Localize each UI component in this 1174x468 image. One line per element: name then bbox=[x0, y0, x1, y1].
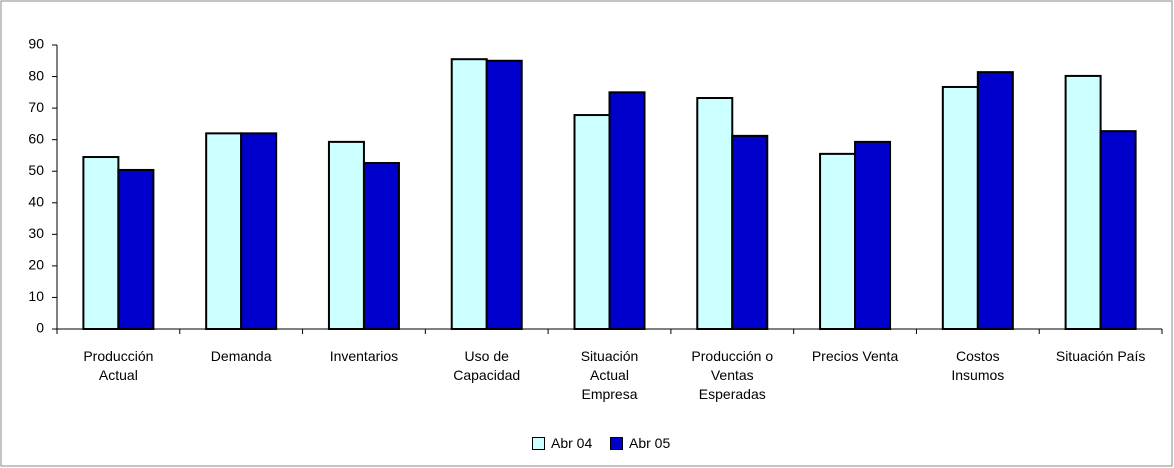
y-tick-label: 20 bbox=[28, 257, 44, 273]
bar bbox=[854, 140, 892, 330]
bar bbox=[450, 58, 488, 330]
y-tick-label: 10 bbox=[28, 288, 44, 304]
bar bbox=[976, 71, 1014, 330]
x-tick-label: Precios Venta bbox=[811, 348, 899, 364]
bar bbox=[819, 152, 857, 330]
legend-label: Abr 05 bbox=[629, 435, 671, 451]
x-tick-label: Inventarios bbox=[329, 348, 399, 364]
x-tick-label: Situación País bbox=[1055, 348, 1146, 364]
y-tick-label: 60 bbox=[28, 130, 44, 146]
x-tick-label: Demanda bbox=[210, 348, 272, 364]
bar bbox=[327, 140, 365, 330]
legend-swatch bbox=[610, 436, 623, 450]
y-tick-label: 50 bbox=[28, 162, 44, 178]
legend-item: Abr 05 bbox=[610, 435, 670, 451]
bar bbox=[82, 156, 120, 330]
bar bbox=[362, 162, 400, 330]
bar bbox=[696, 97, 734, 330]
bar bbox=[731, 134, 769, 330]
bar bbox=[941, 85, 979, 330]
legend-label: Abr 04 bbox=[551, 435, 593, 451]
y-tick-label: 80 bbox=[28, 67, 44, 83]
x-tick-label: Situación Actual Empresa bbox=[580, 348, 639, 402]
bar bbox=[240, 132, 278, 330]
x-tick-label: Uso de Capacidad bbox=[453, 348, 521, 383]
y-tick-label: 90 bbox=[28, 36, 44, 52]
bar bbox=[608, 91, 646, 331]
bar bbox=[573, 114, 611, 331]
legend-swatch bbox=[532, 436, 545, 450]
bar bbox=[1099, 130, 1137, 330]
y-tick-label: 0 bbox=[36, 320, 44, 336]
y-tick-label: 70 bbox=[28, 99, 44, 115]
legend-item: Abr 04 bbox=[532, 435, 592, 451]
bar bbox=[1064, 74, 1102, 331]
bar bbox=[205, 132, 243, 330]
y-tick-label: 30 bbox=[28, 225, 44, 241]
y-tick-label: 40 bbox=[28, 193, 44, 209]
bar bbox=[485, 59, 523, 331]
bar bbox=[117, 168, 155, 330]
x-tick-label: Producción Actual bbox=[83, 348, 154, 383]
x-tick-label: Producción o Ventas Esperadas bbox=[691, 348, 774, 402]
x-tick-label: Costos Insumos bbox=[951, 348, 1005, 383]
